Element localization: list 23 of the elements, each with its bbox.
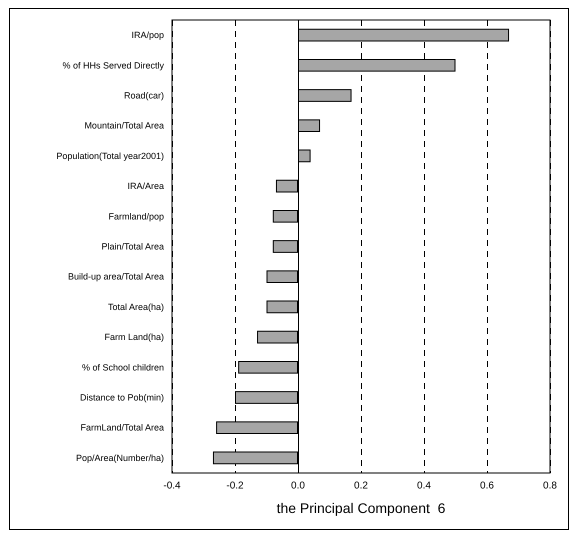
x-tick-label: 0.2	[354, 480, 368, 492]
x-tick-label: -0.2	[226, 480, 244, 492]
y-tick-label: IRA/Area	[127, 181, 164, 192]
x-tick-label: 0.4	[417, 480, 432, 492]
y-tick-label: Plain/Total Area	[101, 242, 164, 252]
y-tick-label: Road(car)	[124, 90, 164, 100]
x-tick-label: 0.6	[480, 480, 494, 492]
x-axis-title: the Principal Component 6	[276, 500, 446, 516]
y-tick-label: Farmland/pop	[108, 211, 164, 222]
x-tick-label: 0.8	[543, 480, 558, 492]
y-tick-label: Population(Total year2001)	[56, 150, 164, 161]
y-tick-label: Total Area(ha)	[108, 302, 164, 312]
x-tick-label: -0.4	[163, 480, 182, 492]
y-tick-label: Distance to Pob(min)	[80, 392, 164, 402]
y-tick-label: % of School children	[82, 362, 164, 372]
y-tick-label: % of HHs Served Directly	[62, 60, 164, 70]
y-tick-label: Mountain/Total Area	[84, 120, 164, 131]
x-tick-label: 0.0	[291, 480, 306, 492]
y-tick-label: Farm Land(ha)	[104, 332, 164, 342]
y-tick-label: IRA/pop	[131, 30, 164, 40]
y-tick-label: FarmLand/Total Area	[80, 422, 164, 433]
y-tick-label: Build-up area/Total Area	[68, 272, 164, 282]
y-tick-label: Pop/Area(Number/ha)	[76, 452, 164, 463]
